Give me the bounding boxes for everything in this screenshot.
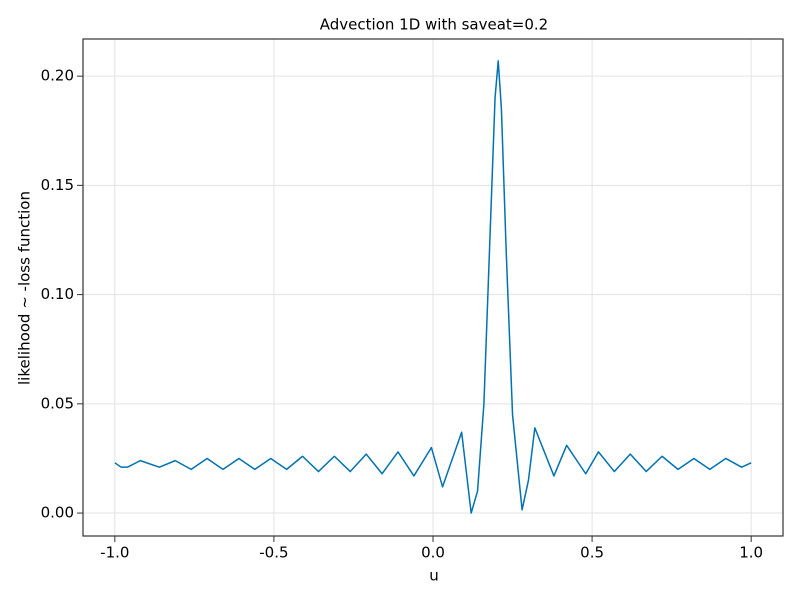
- x-tick-label: -1.0: [100, 544, 129, 562]
- y-tick-label: 0.10: [41, 285, 74, 303]
- y-tick-label: 0.00: [41, 504, 74, 522]
- y-tick-label: 0.15: [41, 176, 74, 194]
- line-series: [114, 60, 752, 514]
- x-tick-label: 1.0: [739, 544, 763, 562]
- x-tick-label: 0.0: [421, 544, 445, 562]
- y-tick-label: 0.05: [41, 394, 74, 412]
- chart-title: Advection 1D with saveat=0.2: [320, 16, 548, 34]
- plot-frame: [82, 38, 784, 537]
- y-axis-label: likelihood ~ -loss function: [16, 191, 34, 385]
- x-tick-label: 0.5: [580, 544, 604, 562]
- x-axis-label: u: [429, 567, 439, 585]
- x-tick-label: -0.5: [259, 544, 288, 562]
- y-tick-label: 0.20: [41, 67, 74, 85]
